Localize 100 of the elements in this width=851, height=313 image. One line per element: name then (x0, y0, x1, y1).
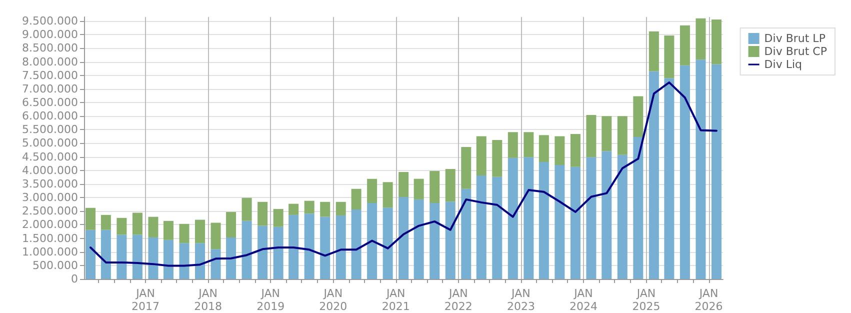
bar (602, 116, 612, 152)
x-tick-label: JAN 2020 (319, 287, 348, 313)
bar (148, 216, 158, 238)
y-tick-label: 500.000 (32, 258, 78, 272)
x-tick-label: JAN 2026 (694, 287, 723, 313)
bar (258, 202, 268, 226)
bar (398, 197, 409, 279)
bar (86, 208, 96, 230)
bar (288, 204, 299, 215)
bar (696, 60, 706, 279)
bar (163, 240, 174, 279)
x-tick-label: JAN 2017 (132, 287, 160, 313)
bar (461, 147, 472, 189)
y-tick-label: 9.500.000 (22, 14, 78, 28)
bar (398, 172, 409, 198)
bar (320, 202, 330, 217)
bar (570, 134, 580, 167)
bar (586, 157, 596, 279)
bar (132, 234, 142, 279)
bar (711, 64, 722, 279)
bar (680, 25, 690, 66)
bar (538, 135, 549, 162)
y-tick-label: 2.500.000 (22, 204, 78, 218)
y-tick-label: 0 (71, 272, 78, 286)
bar (210, 249, 221, 279)
bar (351, 188, 362, 210)
bar (100, 214, 111, 230)
y-tick-label: 5.000.000 (22, 136, 78, 150)
y-tick-label: 3.500.000 (22, 177, 78, 190)
bar (367, 178, 378, 203)
y-tick-label: 2.000.000 (22, 218, 78, 232)
x-tick-label: JAN 2022 (444, 287, 472, 313)
x-tick-label: JAN 2021 (382, 287, 410, 313)
y-tick-label: 6.000.000 (22, 110, 78, 123)
bar (648, 31, 659, 72)
bar (445, 202, 456, 279)
y-tick-label: 4.000.000 (22, 164, 78, 177)
bar (617, 154, 628, 279)
bar (304, 200, 314, 214)
bar (524, 132, 534, 158)
bar (242, 220, 252, 279)
y-tick-label: 4.500.000 (22, 150, 78, 164)
bar (273, 226, 284, 279)
bar (148, 237, 158, 279)
bar (336, 215, 346, 279)
x-tick-label: JAN 2023 (506, 287, 535, 313)
bar (100, 230, 111, 279)
bar (351, 209, 362, 279)
legend-label: Div Brut CP (764, 45, 828, 58)
bar (648, 71, 659, 279)
bar (664, 78, 674, 279)
bar (680, 65, 690, 279)
x-tick-label: JAN 2019 (256, 287, 285, 313)
bar (132, 212, 142, 235)
bar (86, 230, 96, 279)
bar (633, 137, 644, 279)
bar (461, 188, 472, 279)
bar (242, 198, 252, 221)
bar (288, 214, 299, 279)
bar (538, 162, 549, 279)
bar (179, 224, 190, 244)
bar (492, 140, 502, 177)
bar (586, 115, 596, 158)
x-tick-label: JAN 2018 (194, 287, 222, 313)
y-tick-label: 8.500.000 (22, 42, 78, 55)
y-tick-label: 9.000.000 (22, 28, 78, 42)
bar (445, 169, 456, 202)
bar (273, 208, 284, 227)
x-tick-label: JAN 2024 (570, 287, 598, 313)
bar (617, 116, 628, 155)
bar (304, 214, 314, 279)
bar (226, 212, 236, 238)
bar (179, 243, 190, 279)
bar (524, 157, 534, 279)
bar (336, 202, 346, 216)
line-series (90, 81, 718, 267)
bar (664, 35, 674, 78)
bar (320, 216, 330, 279)
bar (116, 234, 127, 279)
bar (570, 166, 580, 279)
bar (476, 136, 486, 176)
legend-label: Div Liq (764, 58, 802, 71)
bar (116, 218, 127, 235)
bar (382, 182, 393, 208)
bar (226, 237, 236, 279)
bar (508, 132, 518, 158)
bar (554, 164, 565, 279)
y-tick-label: 7.000.000 (22, 82, 78, 96)
bar (367, 202, 378, 279)
y-tick-label: 8.000.000 (22, 55, 78, 68)
legend-label: Div Brut LP (764, 32, 826, 45)
y-tick-label: 6.500.000 (22, 96, 78, 110)
bar (195, 243, 206, 279)
bar (414, 199, 424, 279)
bar (508, 158, 518, 279)
bar (430, 170, 440, 203)
bar (476, 176, 486, 279)
bar (492, 176, 502, 279)
y-tick-label: 7.500.000 (22, 68, 78, 82)
bar (711, 19, 722, 64)
